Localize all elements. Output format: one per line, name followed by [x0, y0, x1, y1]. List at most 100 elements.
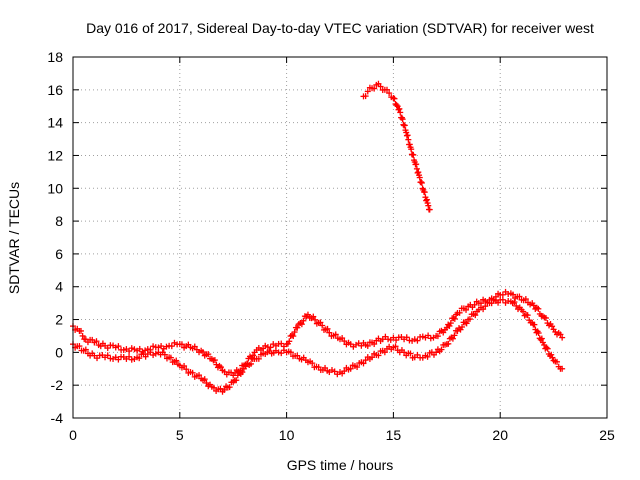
x-tick-label: 5 [176, 427, 184, 443]
data-point-fill-high-arc [396, 105, 403, 112]
data-point-fill-main-lower [275, 349, 282, 356]
data-point-fill-high-arc [362, 93, 369, 100]
data-point-fill-main-upper [300, 317, 307, 324]
data-point-fill-high-arc [397, 109, 404, 116]
data-point-fill-main-upper [371, 341, 378, 348]
plot-frame [72, 56, 608, 419]
axis-ticks: 0 5 10 15 20 25 -4 -2 0 2 4 6 8 10 12 14 16 18 [47, 49, 615, 443]
data-point-fill-main-upper [163, 343, 170, 350]
data-point-main-upper [294, 324, 301, 331]
data-point-fill-main-lower [499, 296, 506, 303]
data-point-fill-main-lower [513, 302, 520, 309]
data-point-fill-main-lower [233, 377, 240, 384]
data-point-fill-main-lower [472, 312, 479, 319]
data-point-fill-main-upper [549, 323, 556, 330]
data-point-main-upper [559, 334, 566, 341]
x-axis-label: GPS time / hours [287, 457, 394, 473]
data-point-fill-main-lower [360, 360, 367, 367]
data-point-fill-main-lower [407, 350, 414, 357]
data-point-high-arc [377, 83, 384, 90]
data-point-fill-main-lower [82, 346, 89, 353]
data-point-fill-main-lower [126, 353, 133, 360]
data-point-fill-main-upper [79, 332, 86, 339]
data-point-fill-high-arc [393, 102, 400, 109]
data-point-fill-main-lower [217, 385, 224, 392]
data-point-fill-high-arc [415, 169, 422, 176]
data-point-fill-main-lower [94, 355, 101, 362]
y-tick-label: 16 [47, 82, 63, 98]
data-point-fill-main-upper [298, 321, 305, 328]
data-point-fill-high-arc [399, 116, 406, 123]
data-point-fill-main-lower [463, 320, 470, 327]
data-point-fill-main-lower [459, 323, 466, 330]
data-point-fill-high-arc [425, 202, 432, 209]
data-point-fill-main-upper [450, 315, 457, 322]
data-point-fill-main-lower [183, 366, 190, 373]
data-point-fill-high-arc [413, 165, 420, 172]
data-point-fill-main-upper [434, 333, 441, 340]
data-point-fill-main-lower [445, 340, 452, 347]
data-point-fill-main-upper [319, 322, 326, 329]
data-point-fill-main-lower [255, 355, 262, 362]
data-point-fill-main-upper [339, 335, 346, 342]
data-point-fill-main-upper [291, 329, 298, 336]
data-point-fill-main-lower [173, 357, 180, 364]
data-point-fill-main-upper [446, 322, 453, 329]
data-point-fill-main-lower [136, 355, 143, 362]
data-point-fill-main-upper [516, 293, 523, 300]
data-point-fill-high-arc [408, 146, 415, 153]
data-point-fill-main-lower [549, 354, 556, 361]
data-point-fill-main-lower [543, 344, 550, 351]
data-point-main-lower [369, 354, 376, 361]
data-point-fill-main-lower [544, 345, 551, 352]
data-point-fill-main-upper [471, 301, 478, 308]
data-point-fill-main-lower [538, 335, 545, 342]
y-tick-label: 0 [55, 344, 63, 360]
data-point-main-lower [433, 349, 440, 356]
data-point-high-arc [390, 95, 397, 102]
data-point-fill-main-lower [203, 379, 210, 386]
y-tick-label: 14 [47, 115, 63, 131]
data-point-fill-main-lower [449, 335, 456, 342]
data-point-fill-main-upper [142, 347, 149, 354]
data-point-fill-main-upper [447, 320, 454, 327]
data-point-main-lower [401, 349, 408, 356]
data-point-fill-main-upper [557, 331, 564, 338]
data-point-fill-main-lower [524, 312, 531, 319]
y-tick-label: 4 [55, 279, 63, 295]
x-tick-label: 10 [279, 427, 295, 443]
data-point-main-lower [559, 365, 566, 372]
x-tick-label: 25 [599, 427, 615, 443]
data-point-fill-main-lower [196, 372, 203, 379]
data-points [70, 80, 566, 395]
data-point-fill-main-upper [542, 315, 549, 322]
data-point-fill-high-arc [371, 85, 378, 92]
data-point-fill-main-lower [104, 352, 111, 359]
data-point-fill-main-lower [161, 351, 168, 358]
data-point-fill-main-lower [466, 316, 473, 323]
data-point-fill-main-lower [287, 349, 294, 356]
data-point-fill-main-lower [147, 349, 154, 356]
data-point-fill-main-upper [115, 343, 122, 350]
data-point-fill-main-upper [168, 343, 175, 350]
y-tick-label: 18 [47, 49, 63, 65]
data-point-fill-main-upper [290, 333, 297, 340]
data-point-fill-main-upper [104, 345, 111, 352]
data-point-fill-main-lower [309, 360, 316, 367]
data-point-main-upper [112, 344, 119, 351]
data-point-fill-main-lower [76, 343, 83, 350]
data-point-fill-main-lower [128, 356, 135, 363]
data-point-fill-main-upper [385, 336, 392, 343]
data-point-fill-main-upper [414, 337, 421, 344]
data-point-fill-main-lower [362, 357, 369, 364]
data-point-fill-main-lower [210, 384, 217, 391]
data-point-fill-main-upper [288, 332, 295, 339]
data-point-fill-main-upper [530, 302, 537, 309]
data-point-fill-main-upper [332, 331, 339, 338]
y-axis-label: SDTVAR / TECUs [6, 182, 22, 294]
data-point-fill-main-lower [392, 343, 399, 350]
data-point-fill-main-lower [278, 350, 285, 357]
data-point-fill-main-lower [239, 369, 246, 376]
data-point-fill-main-upper [191, 343, 198, 350]
